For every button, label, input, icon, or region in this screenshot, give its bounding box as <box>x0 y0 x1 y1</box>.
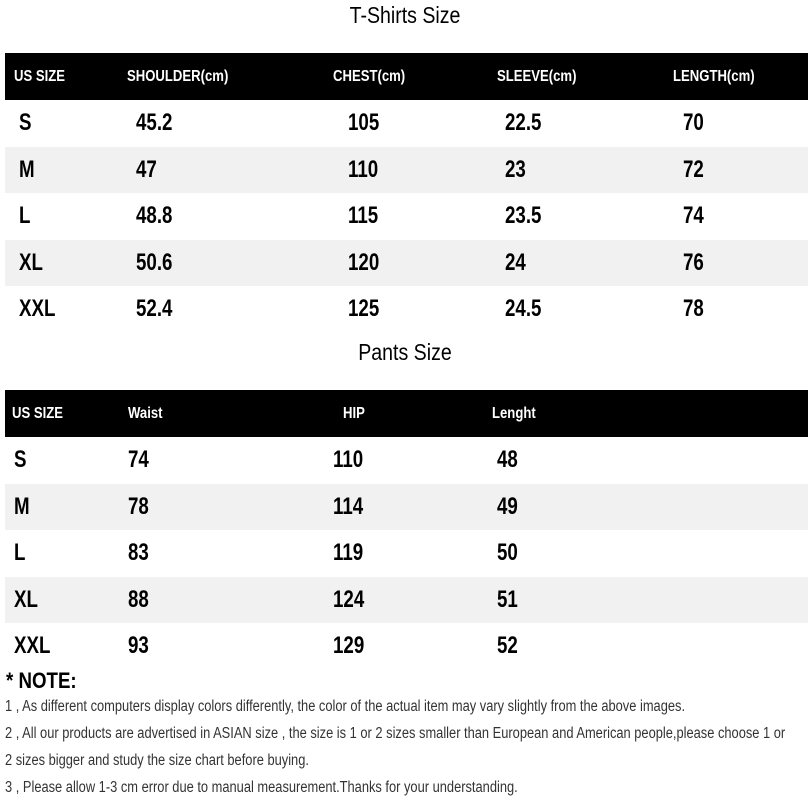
tshirts-size-table: US SIZE SHOULDER(cm) CHEST(cm) SLEEVE(cm) LE… <box>5 53 808 333</box>
table-cell: XXL <box>19 295 56 323</box>
column-header: Lenght <box>492 404 536 422</box>
table-cell: 72 <box>683 155 704 183</box>
table-cell: XXL <box>14 632 51 660</box>
table-cell: 22.5 <box>505 109 542 137</box>
table-cell: 50.6 <box>136 248 173 276</box>
table-header: US SIZE Waist HIP Lenght <box>5 390 808 437</box>
table-cell: L <box>19 202 31 230</box>
table-row: S 74 110 48 <box>5 437 808 484</box>
table-cell: 70 <box>683 109 704 137</box>
table-cell: 110 <box>348 155 379 183</box>
table-row: L 83 119 50 <box>5 530 808 577</box>
table-row: S 45.2 105 22.5 70 <box>5 100 808 147</box>
table-cell: 23 <box>505 155 526 183</box>
column-header: SLEEVE(cm) <box>497 67 577 85</box>
column-header: CHEST(cm) <box>333 67 406 85</box>
table-cell: 119 <box>333 539 364 567</box>
note-line: 3 , Please allow 1-3 cm error due to man… <box>5 779 518 796</box>
table-cell: 52 <box>497 632 518 660</box>
table-cell: XL <box>14 585 38 613</box>
table-cell: 48.8 <box>136 202 173 230</box>
table-cell: 23.5 <box>505 202 542 230</box>
pants-title: Pants Size <box>358 339 452 365</box>
column-header: US SIZE <box>14 67 66 85</box>
table-cell: 50 <box>497 539 518 567</box>
table-cell: S <box>14 446 27 474</box>
table-cell: 76 <box>683 248 704 276</box>
column-header: HIP <box>343 404 365 422</box>
table-cell: 115 <box>348 202 379 230</box>
table-cell: 48 <box>497 446 518 474</box>
note-title: * NOTE: <box>6 668 77 693</box>
table-cell: 105 <box>348 109 380 137</box>
table-row: M 47 110 23 72 <box>5 146 808 193</box>
table-cell: 49 <box>497 492 518 520</box>
table-row: XXL 93 129 52 <box>5 623 808 670</box>
column-header: Waist <box>128 404 163 422</box>
table-cell: 110 <box>333 446 364 474</box>
table-cell: 114 <box>333 492 364 520</box>
note-line: 2 sizes bigger and study the size chart … <box>5 752 309 769</box>
table-cell: 78 <box>128 492 149 520</box>
table-row: M 78 114 49 <box>5 483 808 530</box>
table-cell: XL <box>19 248 43 276</box>
table-cell: 124 <box>333 585 365 613</box>
note-line: 2 , All our products are advertised in A… <box>5 725 786 742</box>
table-cell: 52.4 <box>136 295 173 323</box>
table-cell: 47 <box>136 155 157 183</box>
column-header: SHOULDER(cm) <box>127 67 229 85</box>
table-cell: 78 <box>683 295 704 323</box>
table-row: XL 50.6 120 24 76 <box>5 239 808 286</box>
note-line: 1 , As different computers display color… <box>5 698 686 715</box>
table-cell: M <box>14 492 30 520</box>
table-cell: 74 <box>683 202 704 230</box>
table-cell: 24 <box>505 248 526 276</box>
table-cell: 74 <box>128 446 149 474</box>
tshirts-title: T-Shirts Size <box>349 2 461 28</box>
table-cell: 45.2 <box>136 109 173 137</box>
table-cell: S <box>19 109 32 137</box>
column-header: US SIZE <box>12 404 64 422</box>
table-cell: M <box>19 155 35 183</box>
table-row: XXL 52.4 125 24.5 78 <box>5 286 808 333</box>
table-cell: 24.5 <box>505 295 542 323</box>
table-cell: 88 <box>128 585 149 613</box>
table-cell: 129 <box>333 632 365 660</box>
table-cell: 93 <box>128 632 149 660</box>
table-row: L 48.8 115 23.5 74 <box>5 193 808 240</box>
table-header: US SIZE SHOULDER(cm) CHEST(cm) SLEEVE(cm) LE… <box>5 53 808 100</box>
column-header: LENGTH(cm) <box>673 67 755 85</box>
table-cell: 51 <box>497 585 518 613</box>
table-cell: 120 <box>348 248 380 276</box>
pants-size-table: US SIZE Waist HIP Lenght S 74 110 48 M 78 114 49 L 83… <box>5 390 808 670</box>
table-cell: L <box>14 539 26 567</box>
table-row: XL 88 124 51 <box>5 576 808 623</box>
table-cell: 83 <box>128 539 149 567</box>
table-cell: 125 <box>348 295 380 323</box>
